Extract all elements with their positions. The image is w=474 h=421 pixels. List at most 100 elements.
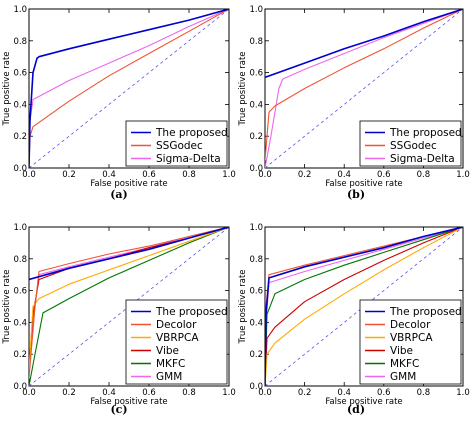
x-tick-label: 0.8 — [182, 170, 196, 180]
x-tick-label: 0.6 — [377, 170, 391, 180]
x-tick-label: 1.0 — [456, 170, 470, 180]
y-tick-label: 1.0 — [13, 223, 27, 233]
y-tick-label: 0.4 — [249, 318, 263, 328]
y-tick-label: 0.8 — [13, 255, 27, 265]
legend-entry: Vibe — [156, 345, 179, 357]
x-tick-label: 0.8 — [182, 388, 196, 398]
panel-caption: (d) — [347, 403, 365, 416]
chart-panel-c: 0.0 0.2 0.4 0.6 0.8 1.0 0.0 0.2 0.4 0.6 0.8 1.0 Fals… — [2, 223, 236, 416]
y-tick-label: 0.2 — [13, 132, 27, 142]
x-tick-label: 0.4 — [337, 388, 351, 398]
chance-diagonal-line — [28, 8, 230, 169]
x-tick-label: 0.0 — [258, 170, 272, 180]
series-line-mkfc — [265, 227, 463, 386]
legend-box — [359, 299, 462, 385]
legend-entry: The proposed — [389, 127, 462, 139]
series-line-the-proposed — [265, 227, 463, 386]
series-group — [29, 9, 229, 168]
x-tick-label: 0.4 — [102, 170, 116, 180]
legend-box — [125, 120, 228, 167]
panel-caption: (b) — [347, 188, 365, 201]
y-tick-label: 0.4 — [249, 100, 263, 110]
x-tick-label: 0.6 — [142, 170, 156, 180]
series-group — [265, 227, 463, 386]
series-line-vbrpca — [265, 227, 463, 386]
y-tick-label: 0.6 — [13, 287, 27, 297]
y-tick-label: 0.2 — [249, 350, 263, 360]
chart-panel-b: 0.0 0.2 0.4 0.6 0.8 1.0 0.0 0.2 0.4 0.6 0.8 1.0 Fals… — [238, 5, 470, 201]
y-tick-label: 0.2 — [13, 350, 27, 360]
legend-box — [125, 299, 228, 385]
panel-caption: (c) — [110, 403, 127, 416]
series-group — [29, 227, 229, 386]
x-tick-label: 0.4 — [337, 170, 351, 180]
y-tick-label: 0.8 — [249, 37, 263, 47]
y-axis-label: True positive rate — [238, 51, 248, 126]
y-tick-label: 0.4 — [13, 318, 27, 328]
chart-panel-d: 0.0 0.2 0.4 0.6 0.8 1.0 0.0 0.2 0.4 0.6 0.8 1.0 Fals… — [238, 223, 470, 416]
series-group — [265, 9, 463, 168]
chart-panel-a: 0.0 0.2 0.4 0.6 0.8 1.0 0.0 0.2 0.4 0.6 0.8 1.0 Fals… — [2, 5, 236, 201]
x-tick-label: 0.0 — [22, 170, 36, 180]
series-line-ssgodec — [265, 9, 463, 161]
y-tick-label: 0.0 — [13, 382, 27, 392]
y-tick-label: 1.0 — [249, 223, 263, 233]
legend-entry: SSGodec — [390, 140, 437, 152]
x-tick-label: 1.0 — [222, 388, 236, 398]
legend-entry: MKFC — [156, 358, 185, 370]
legend-entry: The proposed — [155, 306, 228, 318]
x-axis-label: False positive rate — [90, 179, 167, 189]
legend-entry: SSGodec — [156, 140, 203, 152]
panel-caption: (a) — [110, 188, 128, 201]
legend-entry: The proposed — [155, 127, 228, 139]
y-tick-label: 0.4 — [13, 100, 27, 110]
legend-entry: MKFC — [390, 358, 419, 370]
y-tick-label: 0.0 — [249, 164, 263, 174]
x-tick-label: 0.4 — [102, 388, 116, 398]
legend-entry: GMM — [156, 371, 182, 383]
y-tick-label: 0.8 — [13, 37, 27, 47]
series-line-the-proposed — [265, 9, 463, 79]
x-axis-label: False positive rate — [325, 179, 402, 189]
x-tick-label: 0.2 — [62, 170, 76, 180]
y-tick-label: 0.8 — [249, 255, 263, 265]
x-tick-label: 0.0 — [22, 388, 36, 398]
x-tick-label: 0.2 — [298, 170, 312, 180]
legend-entry: Sigma-Delta — [156, 153, 221, 165]
x-tick-label: 0.2 — [62, 388, 76, 398]
y-axis-label: True positive rate — [2, 51, 12, 126]
x-tick-label: 0.6 — [377, 388, 391, 398]
x-tick-label: 0.0 — [258, 388, 272, 398]
series-line-the-proposed — [29, 9, 229, 168]
y-tick-label: 1.0 — [249, 5, 263, 15]
x-tick-label: 0.6 — [142, 388, 156, 398]
legend-entry: Decolor — [390, 319, 431, 331]
x-axis-label: False positive rate — [90, 397, 167, 407]
y-axis-label: True positive rate — [238, 269, 248, 344]
x-tick-label: 0.2 — [298, 388, 312, 398]
series-line-mkfc — [29, 227, 229, 386]
series-line-sigma-delta — [265, 9, 463, 168]
legend-entry: GMM — [390, 371, 416, 383]
y-tick-label: 0.6 — [249, 287, 263, 297]
legend-entry: VBRPCA — [390, 332, 433, 344]
legend-entry: VBRPCA — [156, 332, 199, 344]
series-line-vibe — [265, 227, 463, 386]
y-tick-label: 0.2 — [249, 132, 263, 142]
legend-entry: Decolor — [156, 319, 197, 331]
x-tick-label: 0.8 — [417, 388, 431, 398]
x-tick-label: 1.0 — [456, 388, 470, 398]
y-tick-label: 0.6 — [249, 69, 263, 79]
y-tick-label: 0.0 — [13, 164, 27, 174]
chance-diagonal-line — [264, 8, 464, 169]
x-tick-label: 0.8 — [417, 170, 431, 180]
y-tick-label: 0.6 — [13, 69, 27, 79]
legend-entry: Vibe — [390, 345, 413, 357]
y-axis-label: True positive rate — [2, 269, 12, 344]
series-line-the-proposed — [29, 227, 229, 281]
